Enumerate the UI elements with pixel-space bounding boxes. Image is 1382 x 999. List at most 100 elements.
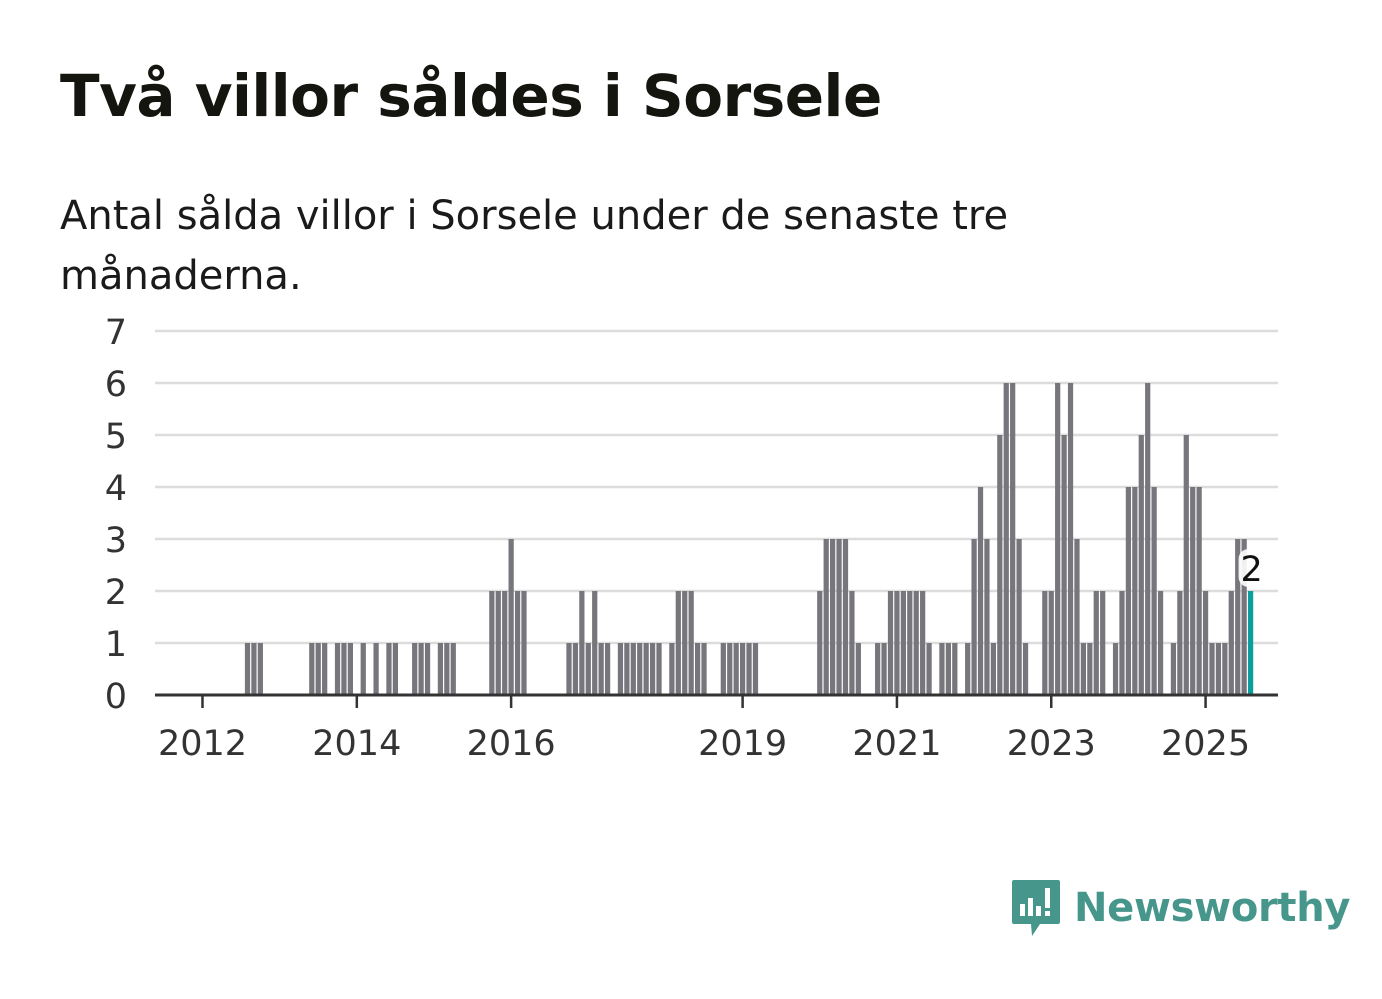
x-tick-label: 2019 [698,724,787,764]
bar [1003,383,1009,695]
bar [701,643,707,695]
bar [984,539,990,695]
bar [1087,643,1093,695]
bar [894,591,900,695]
bar [251,643,257,695]
bar [437,643,444,695]
bar [334,643,341,695]
bar [643,643,649,695]
bar [309,643,315,695]
bar [1183,435,1189,695]
bar [823,539,829,695]
bar [1080,643,1087,695]
bar [688,591,694,695]
bar [244,643,251,695]
bar [630,643,636,695]
bar [965,643,971,695]
bar [1048,591,1054,695]
bar [418,643,424,695]
brand-name: Newsworthy [1074,885,1351,931]
bar [926,643,932,695]
bar [489,591,495,695]
bar [752,643,759,695]
bar [675,591,681,695]
bar [1138,435,1144,695]
bar [1209,643,1215,695]
bar [341,643,347,695]
bar [322,643,328,695]
x-tick-label: 2023 [1007,724,1096,764]
bar [913,591,919,695]
value-label-background [1238,549,1265,587]
bar [1055,383,1061,695]
x-tick-label: 2025 [1161,724,1250,764]
bar [1241,539,1247,695]
y-tick-label: 4 [105,469,127,509]
bar [1100,591,1106,695]
bar [907,591,913,695]
bar [637,643,643,695]
bar [1170,643,1177,695]
bar [521,591,527,695]
chart-subtitle: Antal sålda villor i Sorsele under de se… [60,193,1009,299]
y-tick-label: 3 [105,521,127,561]
bar [1196,487,1202,695]
bar [920,591,926,695]
gridlines [155,329,1278,645]
bar [1222,643,1228,695]
y-tick-label: 1 [105,625,127,665]
bar [746,643,752,695]
bar [579,591,585,695]
x-tick-label: 2021 [852,724,941,764]
bar [598,643,604,695]
highlighted-bar [1247,591,1254,695]
bar [817,591,823,695]
bar [977,487,984,695]
y-tick-label: 5 [105,417,127,457]
bar [739,643,746,695]
bar [1125,487,1132,695]
bar [502,591,508,695]
bar [624,643,630,695]
bar [617,643,624,695]
bar [386,643,392,695]
bar [592,591,598,695]
bar [514,591,521,695]
bar [1016,539,1022,695]
bar [566,643,572,695]
bar [604,643,611,695]
bar [257,643,263,695]
value-label: 2 [1240,550,1262,590]
brand-logo: Newsworthy [1010,878,1351,938]
bar [997,435,1003,695]
bar [875,643,881,695]
bar [495,591,501,695]
axes: 0 1 2 3 4 5 6 7 2012 2014 2016 2019 2021 2023 2025 [105,313,1278,764]
bars [244,383,1254,695]
bar [572,643,579,695]
bar [682,591,688,695]
bar [656,643,662,695]
bar [508,539,514,695]
newsworthy-logo-icon [1012,880,1060,936]
bar [971,539,977,695]
bar [694,643,701,695]
y-tick-label: 7 [105,313,127,353]
bar [849,591,855,695]
y-tick-label: 2 [105,573,127,613]
bar [1157,591,1164,695]
bar [1151,487,1157,695]
bar [373,643,379,695]
bar [830,539,836,695]
bar [315,643,321,695]
bar [1010,383,1016,695]
bar [412,643,418,695]
bar [1177,591,1183,695]
bar [1093,591,1099,695]
bar [945,643,951,695]
bar [1074,539,1080,695]
bar [347,643,353,695]
bar [1061,435,1067,695]
bar [836,539,842,695]
